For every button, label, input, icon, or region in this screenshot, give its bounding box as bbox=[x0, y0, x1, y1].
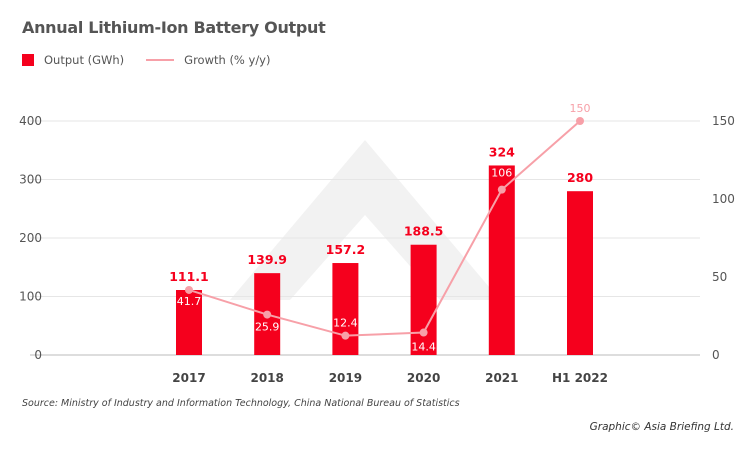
bar-value-label: 111.1 bbox=[169, 269, 209, 284]
x-tick-label: 2017 bbox=[172, 371, 205, 385]
bar-2017 bbox=[176, 290, 202, 355]
left-tick-label: 300 bbox=[19, 173, 42, 187]
right-tick-label: 50 bbox=[712, 270, 727, 284]
bar-value-label: 324 bbox=[489, 144, 515, 159]
growth-value-label: 106 bbox=[491, 167, 512, 180]
bar-value-label: 157.2 bbox=[326, 242, 366, 257]
right-tick-label: 150 bbox=[712, 114, 735, 128]
legend-swatch-output bbox=[22, 54, 34, 66]
bar-2021 bbox=[488, 165, 515, 355]
bar-value-label: 188.5 bbox=[404, 224, 444, 239]
growth-point bbox=[419, 328, 428, 337]
x-tick-label: 2020 bbox=[407, 371, 440, 385]
growth-line bbox=[188, 120, 581, 337]
credit: Graphic© Asia Briefing Ltd. bbox=[589, 421, 734, 433]
legend: Output (GWh) Growth (% y/y) bbox=[22, 53, 270, 67]
legend-label-output: Output (GWh) bbox=[44, 53, 125, 67]
growth-value-label: 150 bbox=[570, 102, 591, 115]
left-tick-label: 0 bbox=[34, 348, 42, 362]
x-tick-label: 2019 bbox=[329, 371, 362, 385]
growth-value-label: 14.4 bbox=[411, 341, 436, 354]
growth-point bbox=[263, 310, 272, 319]
bar-H1-2022 bbox=[567, 191, 593, 355]
legend-swatch-growth bbox=[146, 59, 175, 61]
chart-title: Annual Lithium-Ion Battery Output bbox=[22, 18, 326, 37]
left-tick-label: 100 bbox=[19, 290, 42, 304]
growth-value-label: 12.4 bbox=[333, 317, 358, 330]
left-tick-label: 200 bbox=[19, 231, 42, 245]
right-tick-label: 0 bbox=[712, 348, 720, 362]
bar-value-label: 280 bbox=[567, 170, 593, 185]
growth-point bbox=[185, 285, 193, 294]
legend-label-growth: Growth (% y/y) bbox=[184, 53, 271, 67]
x-tick-label: H1 2022 bbox=[552, 371, 608, 385]
growth-point bbox=[497, 185, 506, 194]
right-tick-label: 100 bbox=[712, 192, 735, 206]
growth-value-label: 25.9 bbox=[255, 321, 280, 334]
bar-value-label: 139.9 bbox=[247, 252, 287, 267]
bar-2019 bbox=[332, 263, 359, 355]
growth-point bbox=[576, 117, 584, 125]
source-note: Source: Ministry of Industry and Informa… bbox=[22, 398, 460, 409]
x-tick-label: 2018 bbox=[250, 371, 283, 385]
x-tick-label: 2021 bbox=[485, 371, 518, 385]
left-tick-label: 400 bbox=[19, 114, 42, 128]
bar-2020 bbox=[410, 244, 437, 355]
growth-point bbox=[341, 331, 350, 340]
growth-value-label: 41.7 bbox=[177, 295, 202, 308]
